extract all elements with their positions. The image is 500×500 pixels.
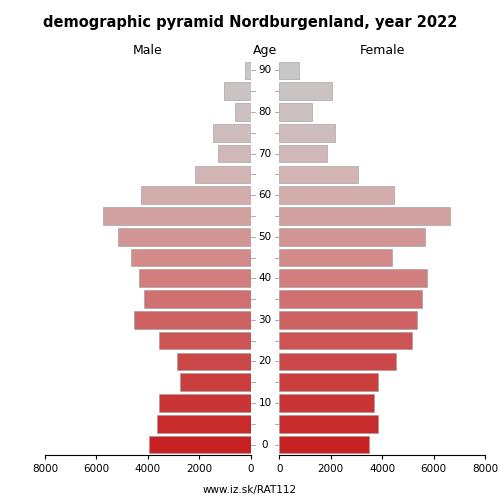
Title: Female: Female xyxy=(360,44,405,58)
Bar xyxy=(149,436,250,454)
Bar xyxy=(160,394,250,412)
Title: Age: Age xyxy=(253,44,277,58)
Bar xyxy=(246,62,250,79)
Text: 90: 90 xyxy=(258,66,272,76)
Bar xyxy=(280,228,424,246)
Text: 30: 30 xyxy=(258,315,272,325)
Bar xyxy=(144,290,250,308)
Bar xyxy=(218,144,250,162)
Bar xyxy=(280,394,374,412)
Bar xyxy=(196,166,250,183)
Bar xyxy=(280,103,312,121)
Text: 50: 50 xyxy=(258,232,272,241)
Bar xyxy=(280,144,327,162)
Bar xyxy=(280,248,392,266)
Bar xyxy=(280,332,412,349)
Bar xyxy=(224,82,250,100)
Text: www.iz.sk/RAT112: www.iz.sk/RAT112 xyxy=(203,485,297,495)
Bar xyxy=(212,124,250,142)
Bar xyxy=(134,311,250,328)
Bar xyxy=(234,103,250,121)
Bar xyxy=(178,352,250,370)
Bar xyxy=(180,374,250,391)
Text: 70: 70 xyxy=(258,148,272,158)
Title: Male: Male xyxy=(133,44,162,58)
Bar xyxy=(280,124,334,142)
Bar xyxy=(280,207,450,225)
Bar xyxy=(131,248,250,266)
Text: 10: 10 xyxy=(258,398,272,408)
Bar xyxy=(280,436,370,454)
Bar xyxy=(280,166,358,183)
Bar xyxy=(157,415,250,432)
Bar xyxy=(280,415,378,432)
Text: 80: 80 xyxy=(258,107,272,117)
Bar xyxy=(142,186,250,204)
Bar xyxy=(280,352,396,370)
Bar xyxy=(280,186,394,204)
Bar xyxy=(280,270,427,287)
Text: 40: 40 xyxy=(258,274,272,283)
Bar xyxy=(280,62,299,79)
Bar xyxy=(280,290,422,308)
Text: 0: 0 xyxy=(262,440,268,450)
Bar xyxy=(280,374,378,391)
Bar xyxy=(118,228,250,246)
Bar xyxy=(160,332,250,349)
Text: demographic pyramid Nordburgenland, year 2022: demographic pyramid Nordburgenland, year… xyxy=(43,15,457,30)
Bar xyxy=(280,311,417,328)
Bar xyxy=(280,82,332,100)
Bar xyxy=(103,207,251,225)
Text: 60: 60 xyxy=(258,190,272,200)
Text: 20: 20 xyxy=(258,356,272,366)
Bar xyxy=(139,270,250,287)
